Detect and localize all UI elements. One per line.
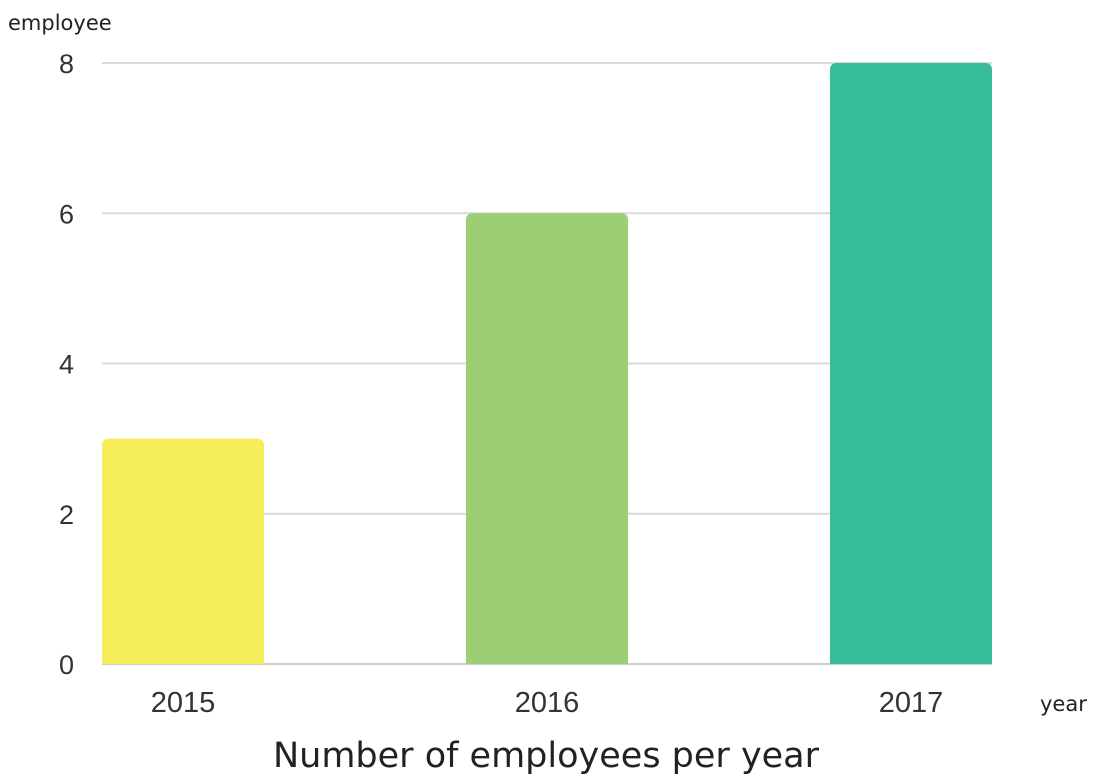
y-axis-ticks: 0 2 4 6 8	[59, 49, 74, 680]
x-tick-label-2015: 2015	[151, 687, 216, 719]
bar-2017	[830, 63, 992, 664]
x-tick-label-2016: 2016	[515, 687, 580, 719]
y-tick-label-2: 2	[59, 500, 74, 530]
x-axis-ticks: 2015 2016 2017	[151, 687, 944, 719]
y-axis-label: employee	[8, 11, 112, 35]
x-tick-label-2017: 2017	[879, 687, 944, 719]
x-axis-label: year	[1040, 692, 1087, 716]
y-tick-label-0: 0	[59, 650, 74, 680]
y-tick-label-8: 8	[59, 49, 74, 79]
y-tick-label-6: 6	[59, 199, 74, 229]
y-tick-label-4: 4	[59, 350, 74, 380]
chart-title: Number of employees per year	[273, 736, 820, 776]
bar-2015	[102, 439, 264, 664]
bar-2016	[466, 213, 628, 664]
